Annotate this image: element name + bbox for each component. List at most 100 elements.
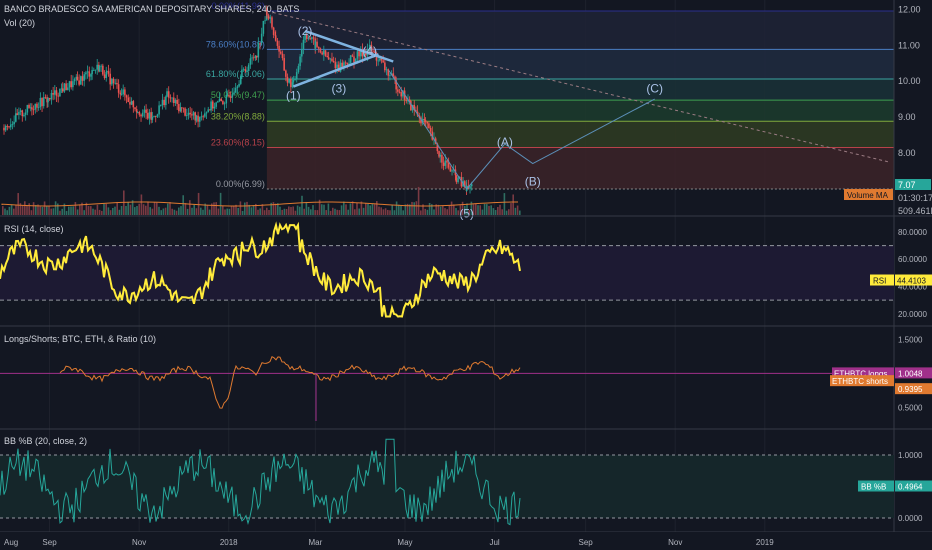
volume-bar: [164, 207, 167, 215]
volume-bar: [158, 206, 160, 215]
volume-bar: [259, 208, 261, 215]
volume-bar: [446, 209, 448, 215]
candle-body: [154, 116, 157, 117]
candle-body: [423, 118, 426, 121]
volume-bar: [470, 201, 473, 215]
candle-body: [138, 111, 141, 115]
volume-bar: [109, 210, 112, 215]
candle-body: [470, 184, 473, 187]
candle-body: [429, 128, 432, 132]
candle-body: [231, 94, 234, 98]
candle-body: [300, 49, 303, 57]
volume-bar: [516, 205, 519, 215]
longshort-title[interactable]: Longs/Shorts; BTC, ETH, & Ratio (10): [4, 334, 157, 344]
candle-body: [420, 117, 422, 124]
volume-bar: [219, 192, 222, 215]
candle-body: [141, 112, 144, 117]
longs-value-badge: 1.0048: [898, 369, 923, 378]
candle-body: [145, 109, 147, 113]
candle-body: [93, 69, 95, 71]
volume-bar: [281, 209, 283, 215]
candle-body: [384, 62, 386, 71]
ls-tick-label: 0.5000: [898, 403, 923, 412]
volume-bar: [21, 205, 24, 215]
candle-body: [19, 110, 22, 112]
candle-body: [73, 79, 76, 82]
candle-body: [90, 74, 92, 77]
candle-body: [28, 104, 30, 108]
candle-body: [13, 121, 15, 125]
candle-body: [210, 101, 212, 111]
volume-bar: [305, 201, 308, 215]
candle-body: [410, 100, 412, 111]
candle-body: [402, 90, 404, 97]
wave-label: (3): [332, 81, 347, 95]
volume-bar: [292, 206, 294, 215]
volume-bar: [338, 210, 341, 215]
candle-body: [180, 107, 183, 109]
shorts-name-badge-bg: [830, 375, 894, 387]
candle-body: [68, 81, 71, 88]
candle-body: [266, 7, 268, 16]
rsi-title[interactable]: RSI (14, close): [4, 224, 64, 234]
volume-bar: [477, 205, 479, 215]
candle-body: [278, 45, 280, 52]
candle-body: [132, 101, 135, 108]
candle-body: [204, 113, 206, 117]
volume-bar: [173, 209, 176, 215]
volume-bar: [376, 201, 378, 215]
volume-bar: [59, 210, 61, 215]
bb-line: [0, 438, 521, 526]
candle-body: [31, 107, 33, 110]
volume-bar: [422, 204, 424, 215]
candle-body: [297, 66, 300, 73]
volume-bar: [182, 195, 184, 215]
volume-bar: [272, 202, 275, 215]
volume-bar: [488, 205, 490, 215]
volume-bar: [129, 204, 132, 215]
candle-body: [394, 76, 396, 81]
volume-bar: [239, 201, 242, 215]
candle-body: [398, 91, 401, 93]
candle-body: [447, 162, 450, 168]
candle-body: [213, 106, 216, 109]
volume-bar: [101, 210, 103, 215]
price-tick-label: 11.00: [898, 40, 920, 50]
wave-label: (C): [646, 81, 663, 95]
volume-bar: [450, 201, 453, 215]
candle-body: [119, 92, 122, 95]
shorts-value-badge-bg: [895, 383, 932, 395]
wedge-lower-line: [292, 53, 379, 88]
candle-body: [63, 83, 66, 92]
candle-body: [233, 92, 235, 95]
time-tick-label: Aug: [4, 538, 18, 547]
volume-bar: [2, 206, 4, 215]
candle-body: [125, 95, 128, 98]
fib-zone: [266, 121, 894, 148]
candle-body: [290, 79, 292, 88]
bb-tick-label: 0.0000: [898, 514, 923, 523]
volume-bar: [189, 200, 191, 215]
volume-bar: [224, 209, 226, 215]
wedge-upper-line: [304, 29, 394, 63]
candle-body: [207, 109, 210, 113]
volume-value-badge: 509.461K: [898, 206, 932, 216]
candle-body: [130, 101, 133, 105]
volume-bar: [424, 208, 426, 215]
volume-bar: [208, 209, 211, 215]
bb-title[interactable]: BB %B (20, close, 2): [4, 436, 88, 446]
candle-body: [341, 62, 344, 68]
volume-value-badge-bg: [895, 205, 931, 216]
candle-body: [249, 58, 252, 65]
fib-level-label: 61.80%(10.06): [206, 69, 265, 79]
volume-bar: [268, 209, 270, 215]
volume-bar: [411, 201, 413, 215]
candle-body: [159, 105, 162, 107]
volume-ma-badge-bg: [844, 189, 893, 200]
candle-body: [373, 51, 376, 53]
candle-body: [94, 69, 97, 71]
rsi-line: [0, 221, 521, 318]
volume-legend[interactable]: Vol (20): [4, 18, 36, 28]
volume-bar: [494, 210, 497, 215]
